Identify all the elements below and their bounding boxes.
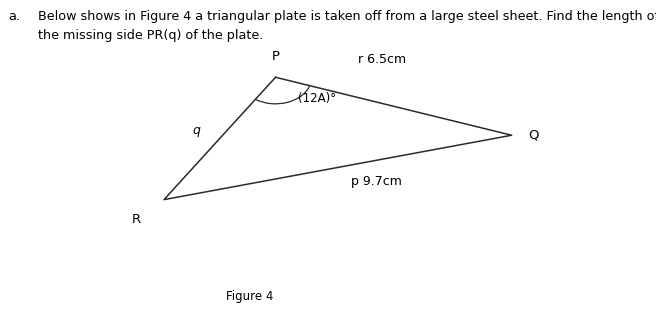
Text: (12A)°: (12A)° bbox=[298, 92, 337, 105]
Text: Below shows in Figure 4 a triangular plate is taken off from a large steel sheet: Below shows in Figure 4 a triangular pla… bbox=[38, 10, 656, 42]
Text: Figure 4: Figure 4 bbox=[226, 290, 273, 303]
Text: R: R bbox=[132, 213, 141, 225]
Text: a.: a. bbox=[8, 10, 20, 23]
Text: r 6.5cm: r 6.5cm bbox=[358, 53, 405, 66]
Text: P: P bbox=[272, 50, 279, 63]
Text: q: q bbox=[192, 124, 200, 137]
Text: p 9.7cm: p 9.7cm bbox=[351, 175, 402, 188]
Text: Q: Q bbox=[528, 129, 539, 142]
